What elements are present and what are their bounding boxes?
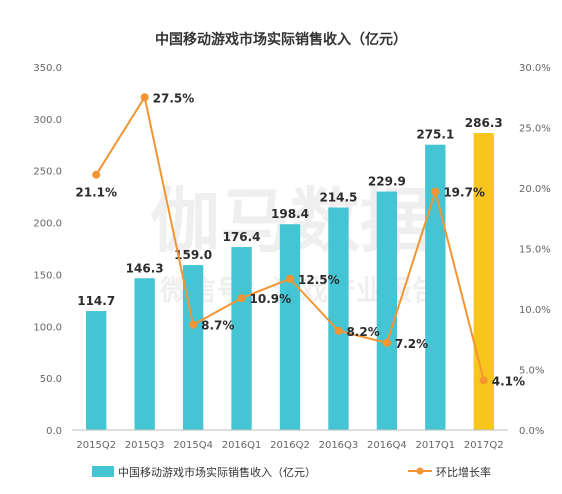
bar-value-label: 286.3 [465, 116, 503, 130]
growth-point [286, 274, 294, 283]
bar [86, 311, 107, 430]
y-right-tick-label: 15.0% [519, 245, 551, 256]
x-axis: 2015Q2 2015Q3 2015Q4 2016Q1 2016Q2 2016Q3 2016… [72, 429, 508, 451]
growth-value-label: 8.2% [346, 325, 379, 339]
growth-point [189, 320, 198, 329]
growth-point [479, 376, 488, 385]
x-tick-label: 2017Q1 [415, 440, 455, 451]
growth-point [431, 187, 440, 196]
y-left-tick-label: 350.0 [33, 63, 62, 74]
bar-value-label: 146.3 [126, 261, 164, 275]
y-right-tick-label: 10.0% [519, 305, 551, 316]
y-left-tick-label: 50.0 [40, 374, 62, 385]
bar-value-label: 229.9 [368, 175, 406, 189]
growth-value-label: 19.7% [443, 186, 485, 200]
x-tick-label: 2017Q2 [464, 440, 504, 451]
x-tick-label: 2016Q2 [270, 440, 310, 451]
bar [134, 278, 155, 430]
growth-point [140, 93, 149, 102]
y-left-tick-label: 150.0 [33, 270, 62, 281]
growth-value-label: 21.1% [75, 186, 117, 200]
chart-title: 中国移动游戏市场实际销售收入（亿元） [155, 31, 407, 48]
bar-series: 114.7 146.3 159.0 176.4 198.4 214.5 229.9 275.1… [77, 116, 503, 431]
growth-point [334, 326, 343, 335]
x-tick-label: 2015Q2 [76, 440, 116, 451]
y-right-tick-label: 20.0% [519, 184, 551, 195]
growth-value-label: 12.5% [298, 273, 340, 287]
bar-value-label: 214.5 [319, 191, 357, 205]
bar [182, 265, 204, 430]
bar-value-label: 275.1 [416, 128, 454, 142]
bar-value-label: 114.7 [77, 294, 115, 308]
x-tick-label: 2016Q3 [319, 440, 359, 451]
x-tick-label: 2016Q4 [367, 440, 407, 451]
growth-point [237, 294, 246, 303]
growth-point [92, 170, 101, 179]
growth-point [382, 338, 391, 347]
bar [231, 247, 252, 430]
bar-value-label: 159.0 [174, 248, 212, 262]
bar-value-label: 176.4 [223, 230, 261, 244]
growth-value-label: 8.7% [201, 319, 234, 333]
growth-value-label: 4.1% [492, 374, 525, 388]
growth-value-label: 7.2% [395, 337, 428, 351]
bar-value-label: 198.4 [271, 207, 309, 221]
growth-value-label: 27.5% [153, 91, 195, 105]
y-right-tick-label: 30.0% [519, 63, 551, 74]
right-axis: 0.0% 5.0% 10.0% 15.0% 20.0% 25.0% 30.0% [519, 63, 551, 437]
bar [376, 191, 398, 430]
y-left-tick-label: 200.0 [33, 219, 62, 230]
y-left-tick-label: 250.0 [33, 167, 62, 178]
y-left-tick-label: 0.0 [46, 426, 62, 437]
legend-bar-label: 中国移动游戏市场实际销售收入（亿元） [118, 465, 316, 479]
growth-value-label: 10.9% [250, 292, 292, 306]
bar [328, 207, 349, 430]
y-right-tick-label: 25.0% [519, 124, 551, 135]
bar [279, 224, 301, 430]
bar [425, 144, 446, 430]
legend-line-marker [416, 467, 424, 475]
y-right-tick-label: 5.0% [519, 366, 544, 377]
legend-bar-swatch [92, 466, 114, 477]
y-left-tick-label: 100.0 [33, 322, 62, 333]
x-tick-label: 2015Q3 [125, 440, 165, 451]
legend-line-label: 环比增长率 [436, 465, 491, 479]
legend: 中国移动游戏市场实际销售收入（亿元） 环比增长率 [92, 465, 491, 479]
y-right-tick-label: 0.0% [519, 426, 544, 437]
bar [473, 133, 494, 431]
x-tick-label: 2015Q4 [173, 440, 213, 451]
y-left-tick-label: 300.0 [33, 115, 62, 126]
x-tick-label: 2016Q1 [222, 440, 262, 451]
line-series: 21.1% 27.5% 8.7% 10.9% 12.5% 8.2% 7.2% 19.7% 4.1… [75, 91, 525, 388]
left-axis: 0.0 50.0 100.0 150.0 200.0 250.0 300.0 350.0 [33, 63, 62, 437]
